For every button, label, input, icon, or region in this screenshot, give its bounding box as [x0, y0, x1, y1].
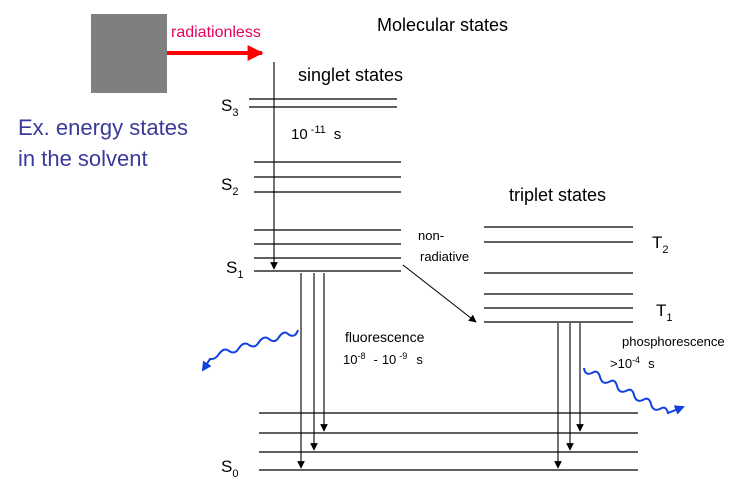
s2-label: S2: [221, 175, 239, 198]
ground-levels: [259, 412, 638, 471]
nonradiative-label-line1: non-: [418, 228, 445, 243]
fluorescence-label: fluorescence: [345, 329, 425, 345]
triplet-levels: [484, 226, 633, 323]
t1-label: T1: [656, 301, 673, 324]
solvent-box: [91, 14, 167, 93]
diagram-title: Molecular states: [377, 15, 509, 35]
relaxation-time-label: 10 -11 s: [291, 124, 342, 143]
phosphorescence-lifetime: >10-4 s: [610, 355, 655, 371]
nonradiative-label-line2: radiative: [420, 249, 470, 264]
phosphorescence-arrows: [554, 323, 584, 469]
solvent-label-line2: in the solvent: [18, 146, 148, 171]
s1-label: S1: [226, 258, 244, 281]
radiationless-label: radiationless: [171, 24, 261, 41]
s0-label: S0: [221, 457, 239, 480]
intersystem-crossing-arrow: [402, 264, 477, 323]
singlet-states-label: singlet states: [298, 65, 404, 85]
fluorescence-arrows: [297, 273, 328, 469]
s3-label: S3: [221, 96, 239, 119]
phosphorescence-photon-wave: [583, 367, 685, 415]
t2-label: T2: [652, 233, 669, 256]
triplet-states-label: triplet states: [509, 185, 607, 205]
solvent-label-line1: Ex. energy states: [18, 115, 188, 140]
fluorescence-lifetime: 10-8-10 -9 s: [343, 351, 423, 367]
fluorescence-photon-wave: [201, 329, 299, 372]
phosphorescence-label: phosphorescence: [622, 334, 725, 349]
